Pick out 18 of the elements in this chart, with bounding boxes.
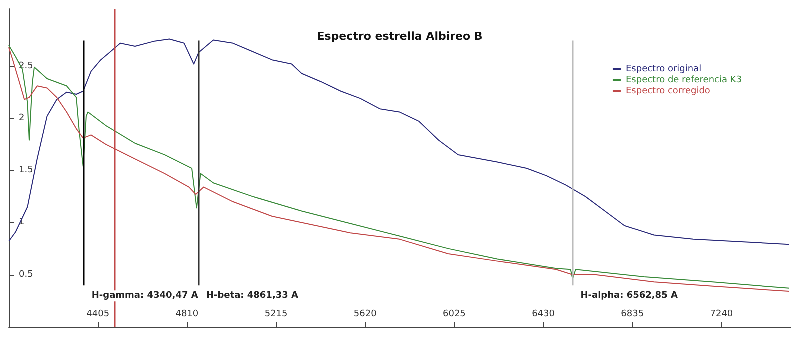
legend-label: Espectro corregido	[626, 86, 711, 96]
x-tick-label: 6025	[442, 310, 466, 320]
x-tick-label: 5215	[264, 310, 288, 320]
ref-line-label: H-alpha: 6562,85 A	[580, 291, 678, 302]
x-tick-label: 7240	[710, 310, 734, 320]
y-tick-label: 0.5	[19, 270, 34, 280]
x-tick-label: 5620	[354, 310, 378, 320]
x-tick-label: 4405	[86, 310, 110, 320]
text: Espectro estrella Albireo B	[317, 30, 483, 43]
x-tick-label: 4810	[176, 310, 199, 320]
x-tick-label: 6430	[532, 310, 556, 320]
x-tick-label: 6835	[621, 310, 644, 320]
ref-line-label: H-beta: 4861,33 A	[206, 291, 299, 302]
legend-label: Espectro original	[626, 64, 702, 74]
y-tick-label: 2	[19, 113, 25, 124]
y-tick-label: 1.5	[19, 166, 34, 176]
legend-label: Espectro de referencia K3	[626, 76, 742, 86]
ref-line-label: H-gamma: 4340,47 A	[92, 291, 198, 302]
